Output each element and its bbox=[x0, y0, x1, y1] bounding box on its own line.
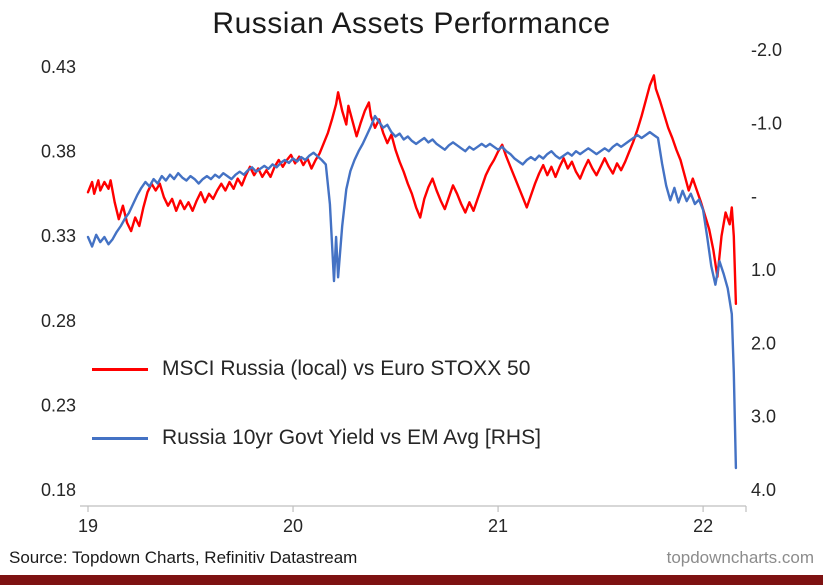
blue-line-swatch bbox=[92, 436, 148, 440]
right-axis-tick-label: -2.0 bbox=[751, 40, 782, 60]
right-axis-tick-label: -1.0 bbox=[751, 113, 782, 133]
legend-item-russia-10yr: Russia 10yr Govt Yield vs EM Avg [RHS] bbox=[92, 424, 541, 452]
left-axis-tick-label: 0.23 bbox=[41, 395, 76, 415]
right-axis-tick-label: - bbox=[751, 187, 757, 207]
source-text: Source: Topdown Charts, Refinitiv Datast… bbox=[9, 548, 358, 567]
line-chart-canvas: 19 20 21 220.430.380.330.280.230.18-2.0-1.0… bbox=[41, 40, 782, 536]
series-line-russia-10yr bbox=[86, 114, 738, 470]
right-axis-tick-label: 1.0 bbox=[751, 260, 776, 280]
legend-label-msci-russia: MSCI Russia (local) vs Euro STOXX 50 bbox=[162, 357, 531, 380]
legend-item-msci-russia: MSCI Russia (local) vs Euro STOXX 50 bbox=[92, 355, 541, 383]
x-axis-tick-label: 19 bbox=[78, 516, 98, 536]
left-axis-tick-label: 0.33 bbox=[41, 226, 76, 246]
left-axis-tick-label: 0.43 bbox=[41, 57, 76, 77]
red-line-swatch bbox=[92, 367, 148, 371]
left-axis-tick-label: 0.18 bbox=[41, 480, 76, 500]
right-axis-tick-label: 2.0 bbox=[751, 333, 776, 353]
series-line-msci-russia bbox=[86, 74, 738, 305]
right-axis-tick-label: 3.0 bbox=[751, 407, 776, 427]
x-axis-tick-label: 21 bbox=[488, 516, 508, 536]
chart-footer: Source: Topdown Charts, Refinitiv Datast… bbox=[9, 546, 814, 570]
left-axis-tick-label: 0.38 bbox=[41, 142, 76, 162]
left-axis-tick-label: 0.28 bbox=[41, 311, 76, 331]
legend-label-russia-10yr: Russia 10yr Govt Yield vs EM Avg [RHS] bbox=[162, 426, 541, 449]
bottom-accent-bar bbox=[0, 575, 823, 585]
watermark-link[interactable]: topdowncharts.com bbox=[666, 548, 814, 567]
chart-legend: MSCI Russia (local) vs Euro STOXX 50 Rus… bbox=[92, 355, 541, 493]
x-axis-tick-label: 22 bbox=[693, 516, 713, 536]
chart-title: Russian Assets Performance bbox=[212, 7, 611, 40]
x-axis-tick-label: 20 bbox=[283, 516, 303, 536]
right-axis-tick-label: 4.0 bbox=[751, 480, 776, 500]
